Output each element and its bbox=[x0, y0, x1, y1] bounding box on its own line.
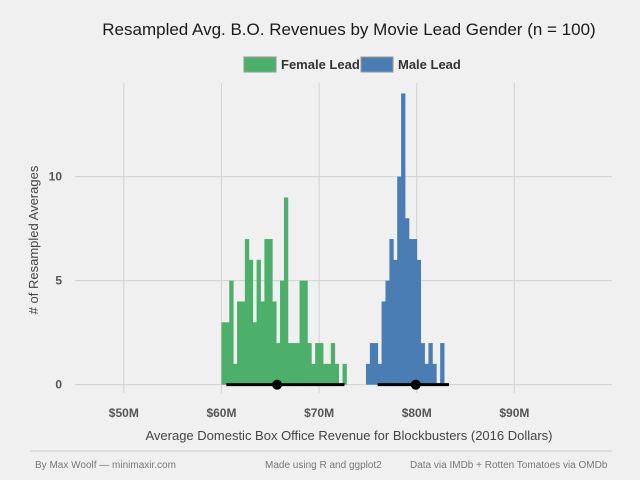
histogram-bar bbox=[440, 343, 445, 385]
histogram-bars bbox=[221, 93, 445, 385]
histogram-bar bbox=[389, 239, 394, 385]
mean-point bbox=[410, 379, 421, 390]
histogram-bar bbox=[408, 239, 414, 385]
histogram-bar bbox=[428, 343, 433, 385]
histogram-bar bbox=[342, 363, 347, 385]
histogram-bar bbox=[369, 343, 375, 385]
histogram-bar bbox=[256, 259, 261, 385]
chart-title: Resampled Avg. B.O. Revenues by Movie Le… bbox=[102, 20, 595, 39]
histogram-bar bbox=[276, 343, 281, 385]
legend-label-male: Male Lead bbox=[398, 57, 461, 72]
histogram-bar bbox=[291, 343, 297, 385]
histogram-bar bbox=[373, 343, 379, 385]
histogram-bar bbox=[283, 197, 289, 385]
histogram-bar bbox=[240, 301, 246, 385]
histogram-bar bbox=[244, 239, 250, 385]
histogram-bar bbox=[299, 280, 304, 385]
histogram-bar bbox=[303, 280, 308, 385]
x-tick-label: $60M bbox=[206, 406, 236, 420]
histogram-bar bbox=[307, 343, 312, 385]
histogram-bar bbox=[229, 280, 234, 385]
histogram-bar bbox=[315, 343, 320, 385]
histogram-bar bbox=[248, 259, 254, 385]
histogram-bar bbox=[393, 259, 398, 385]
y-tick-label: 10 bbox=[49, 170, 63, 184]
histogram-bar bbox=[416, 259, 422, 385]
histogram-bar bbox=[272, 301, 277, 385]
x-tick-label: $90M bbox=[499, 406, 529, 420]
legend: Female Lead Male Lead bbox=[243, 56, 461, 73]
histogram-bar bbox=[319, 343, 324, 385]
y-axis-label: # of Resampled Averages bbox=[26, 165, 41, 314]
x-tick-label: $70M bbox=[304, 406, 334, 420]
histogram-bar bbox=[424, 363, 429, 385]
histogram-bar bbox=[401, 93, 406, 385]
axis-ticks: $50M $60M $70M $80M $90M 0 5 10 bbox=[49, 170, 530, 420]
histogram-bar bbox=[405, 218, 410, 385]
histogram-bar bbox=[377, 363, 382, 385]
gridlines bbox=[75, 83, 612, 393]
histogram-bar bbox=[237, 301, 242, 385]
histogram-bar bbox=[420, 343, 425, 385]
histogram-bar bbox=[287, 343, 293, 385]
histogram-bar bbox=[385, 280, 390, 385]
histogram-bar bbox=[260, 301, 265, 385]
footer-source: Data via IMDb + Rotten Tomatoes via OMDb bbox=[410, 460, 608, 471]
histogram-bar bbox=[322, 363, 328, 385]
footer-tools: Made using R and ggplot2 bbox=[265, 460, 382, 471]
x-axis-label: Average Domestic Box Office Revenue for … bbox=[145, 428, 552, 443]
legend-swatch-male bbox=[360, 56, 394, 73]
y-tick-label: 0 bbox=[55, 378, 62, 392]
histogram-bar bbox=[233, 363, 238, 385]
histogram-bar bbox=[295, 343, 300, 385]
histogram-bar bbox=[326, 363, 332, 385]
histogram-bar bbox=[412, 239, 418, 385]
histogram-bar bbox=[397, 176, 402, 385]
histogram-bar bbox=[334, 363, 340, 385]
histogram-bar bbox=[252, 322, 258, 385]
histogram-bar bbox=[365, 363, 371, 385]
histogram-bar bbox=[381, 301, 386, 385]
y-tick-label: 5 bbox=[55, 274, 62, 288]
histogram-bar bbox=[221, 322, 226, 385]
footer-author: By Max Woolf — minimaxir.com bbox=[35, 460, 176, 471]
histogram-bar bbox=[432, 363, 437, 385]
histogram-bar bbox=[280, 280, 285, 385]
histogram-bar bbox=[311, 363, 316, 385]
mean-point bbox=[272, 379, 283, 390]
confidence-intervals bbox=[226, 379, 449, 390]
histogram-bar bbox=[268, 239, 273, 385]
histogram-bar bbox=[330, 343, 336, 385]
x-tick-label: $50M bbox=[109, 406, 139, 420]
legend-swatch-female bbox=[243, 56, 277, 73]
histogram-bar bbox=[264, 239, 269, 385]
x-tick-label: $80M bbox=[402, 406, 432, 420]
histogram-bar bbox=[225, 322, 230, 385]
legend-label-female: Female Lead bbox=[281, 57, 360, 72]
